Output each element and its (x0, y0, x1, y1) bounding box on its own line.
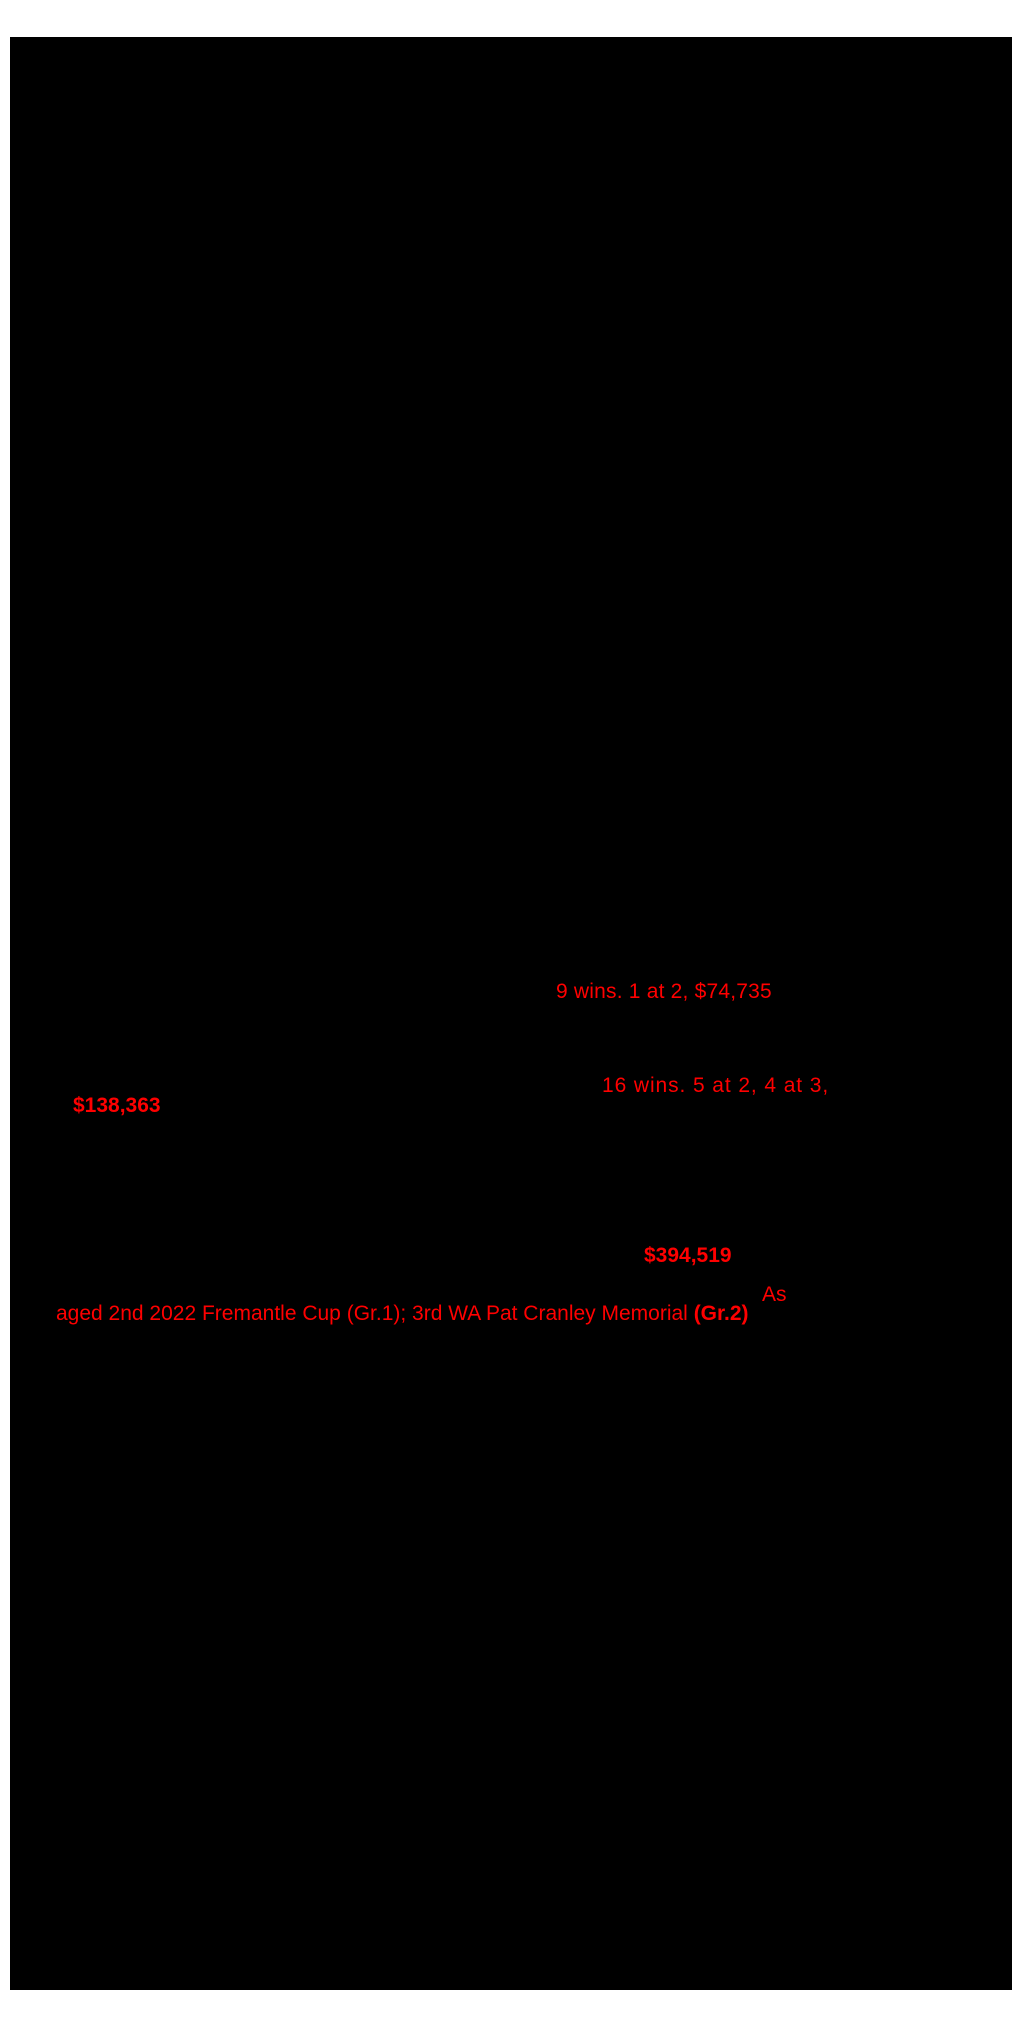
performance-line-prefix: As (762, 1283, 787, 1306)
race-record-wins-line-2: 16 wins. 5 at 2, 4 at 3, (602, 1074, 830, 1097)
performance-grade-label: (Gr.2) (693, 1302, 749, 1325)
performance-placings-text: aged 2nd 2022 Fremantle Cup (Gr.1); 3rd … (56, 1302, 694, 1325)
prizemoney-amount-1: $138,363 (73, 1094, 161, 1117)
performance-placings-line: aged 2nd 2022 Fremantle Cup (Gr.1); 3rd … (56, 1303, 749, 1324)
race-record-wins-line-1: 9 wins. 1 at 2, $74,735 (556, 980, 772, 1003)
prizemoney-amount-2: $394,519 (644, 1244, 732, 1267)
document-panel: 9 wins. 1 at 2, $74,735 16 wins. 5 at 2,… (10, 37, 1012, 1990)
